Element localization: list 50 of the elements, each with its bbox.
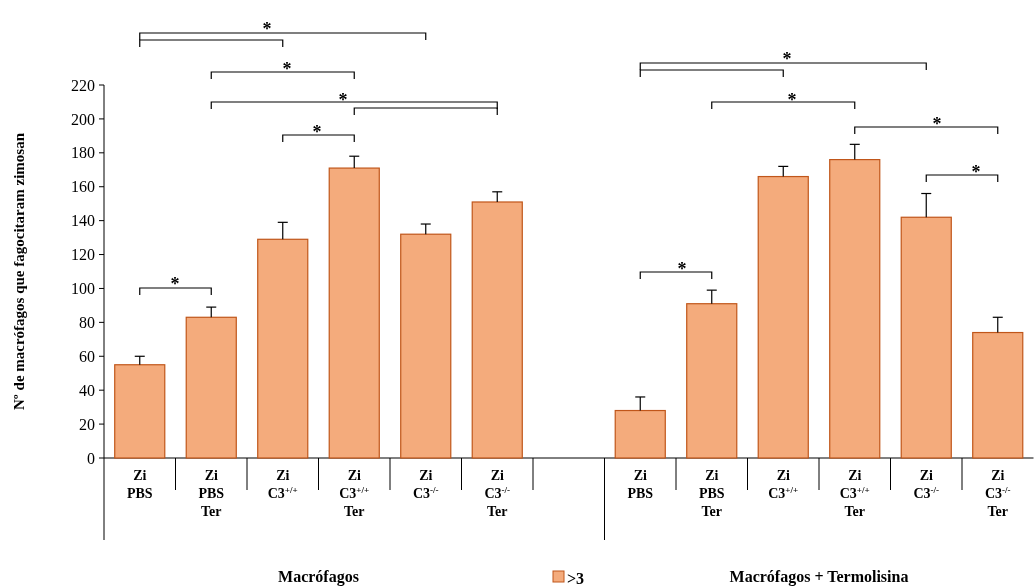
annotation: * [338, 89, 348, 110]
y-tick-label: 200 [71, 110, 95, 128]
y-tick-label: 80 [79, 313, 95, 331]
bar [900, 216, 952, 459]
x-tick-label: Zi C3$^{-/-}$ Ter [484, 468, 511, 519]
x-tick-label: Zi C3$^{-/-}$ Ter [984, 468, 1011, 519]
y-tick-label: 40 [79, 381, 95, 399]
bar [114, 364, 166, 459]
text: * [282, 58, 292, 79]
text: * [782, 48, 792, 69]
y-tick-label: 220 [71, 76, 95, 94]
y-axis-title: Nº de macrófagos que fagocitaram zimosan [11, 132, 27, 410]
bar [257, 238, 309, 459]
x-tick-label: Zi C3$^{+/+}$ Ter [339, 468, 370, 519]
bar [757, 175, 809, 459]
annotation: * [787, 89, 797, 110]
bar [829, 159, 881, 459]
x-tick-label: Zi PBS [627, 468, 654, 501]
legend-label: >3 [567, 569, 585, 587]
x-tick-label: Zi C3$^{-/-}$ [412, 468, 439, 501]
y-tick-label: 140 [71, 212, 95, 230]
annotation: * [312, 121, 322, 142]
bar [471, 201, 523, 459]
bar [614, 409, 666, 459]
y-tick-label: 160 [71, 178, 95, 196]
x-tick-label: Zi C3$^{+/+}$ Ter [839, 468, 870, 519]
bar [686, 303, 738, 459]
text: Macrófagos [278, 568, 359, 586]
x-tick-label: Zi PBS Ter [698, 468, 725, 519]
x-tick-label: Zi C3$^{+/+}$ [768, 468, 799, 501]
annotation: * [170, 273, 180, 294]
x-tick-label: Zi C3$^{+/+}$ [267, 468, 298, 501]
text: * [262, 18, 272, 39]
annotation: * [677, 258, 687, 279]
y-tick-label: 60 [79, 347, 95, 365]
x-tick-label: Zi PBS [126, 468, 153, 501]
x-tick-label: Zi PBS Ter [198, 468, 225, 519]
text: Macrófagos + Termolisina [729, 568, 909, 586]
bar [972, 331, 1024, 459]
y-tick-label: 0 [87, 449, 95, 467]
annotation: * [971, 161, 981, 182]
x-tick-label: Zi C3$^{-/-}$ [913, 468, 940, 501]
y-tick-label: 120 [71, 246, 95, 264]
bar [328, 167, 380, 459]
y-tick-label: 20 [79, 415, 95, 433]
annotation: * [932, 113, 942, 134]
y-tick-label: 100 [71, 280, 95, 298]
bar [400, 233, 452, 459]
bar [185, 316, 237, 459]
y-tick-label: 180 [71, 144, 95, 162]
